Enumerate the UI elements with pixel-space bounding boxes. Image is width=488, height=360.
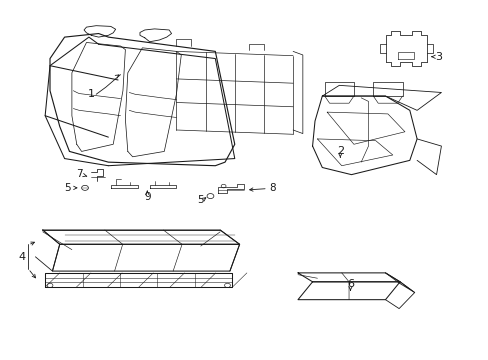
Text: 6: 6 xyxy=(346,279,353,289)
Text: 2: 2 xyxy=(336,147,343,157)
Text: 7: 7 xyxy=(76,169,82,179)
Text: 3: 3 xyxy=(435,52,442,62)
Text: 1: 1 xyxy=(88,89,95,99)
Text: 8: 8 xyxy=(268,183,275,193)
Text: 5: 5 xyxy=(197,195,203,204)
Text: 4: 4 xyxy=(18,252,25,262)
Text: 9: 9 xyxy=(143,192,150,202)
Text: 5: 5 xyxy=(63,183,70,193)
